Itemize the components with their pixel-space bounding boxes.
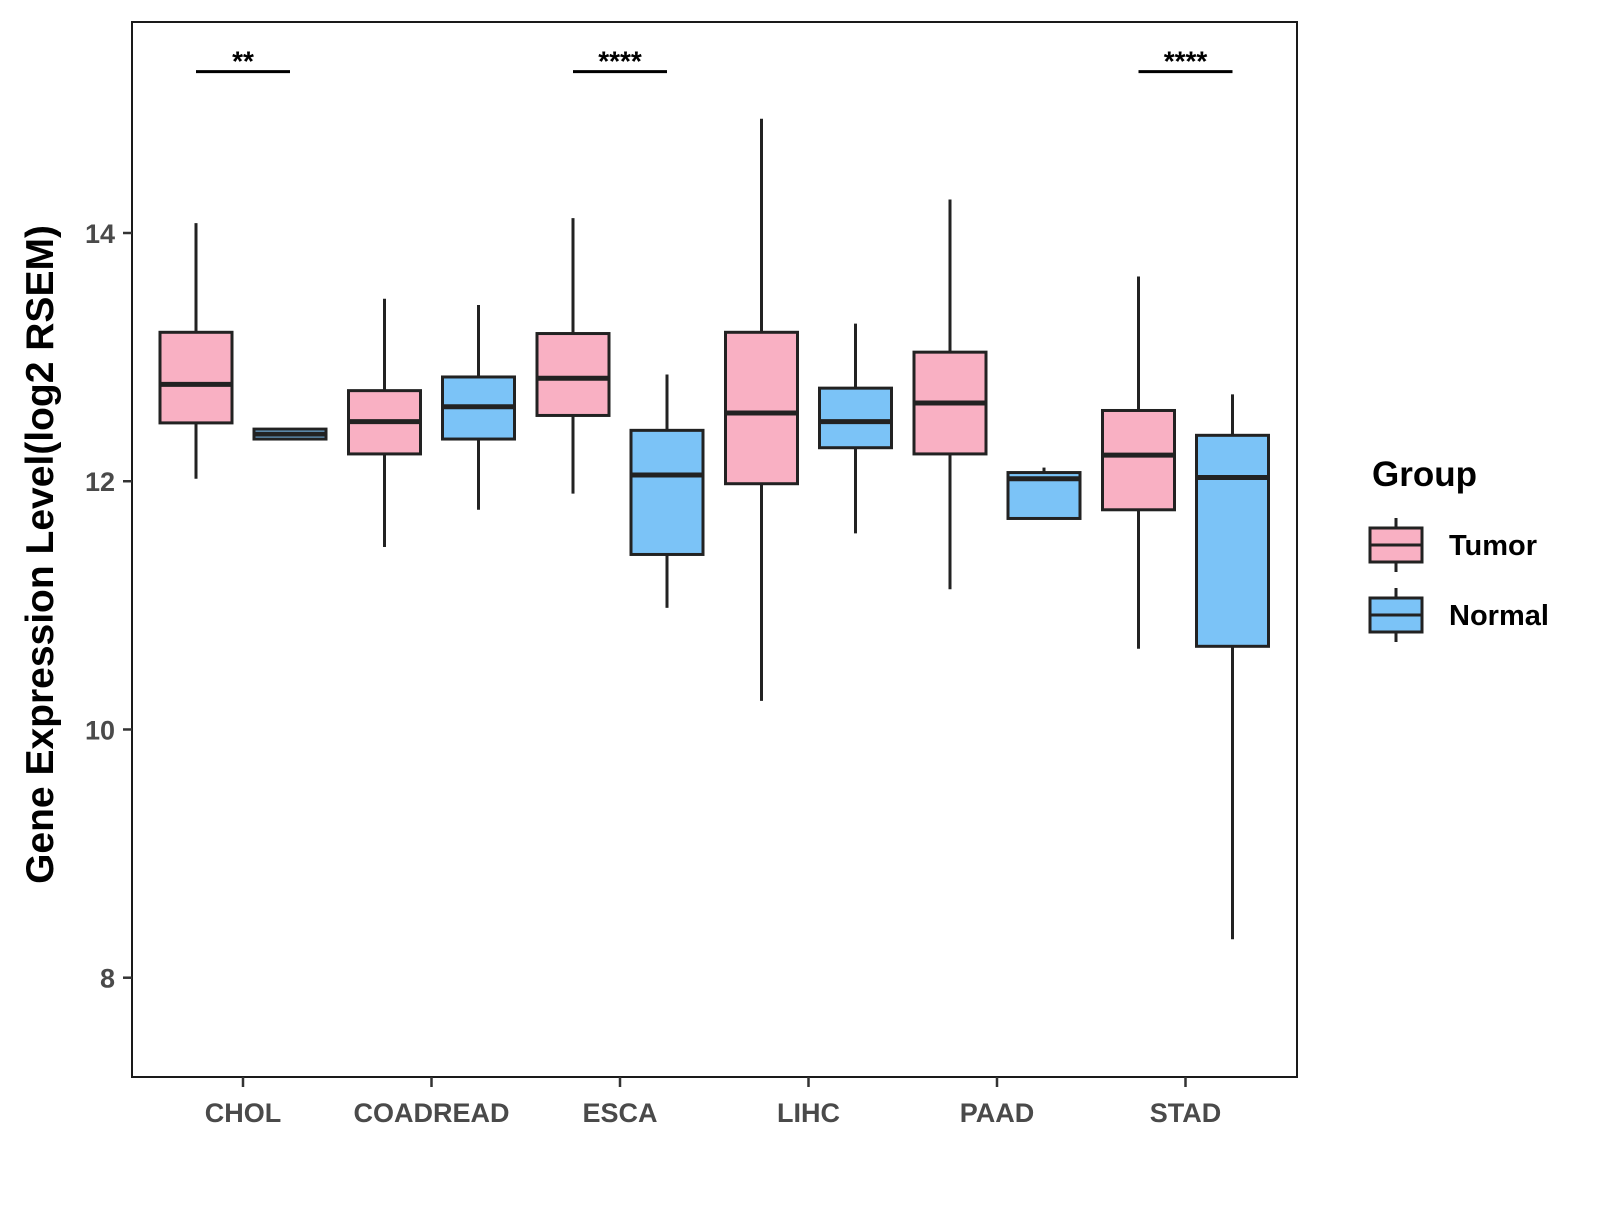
x-tick-label: PAAD xyxy=(960,1098,1035,1128)
x-tick-label: COADREAD xyxy=(353,1098,509,1128)
box-normal-paad xyxy=(1006,467,1082,520)
box-tumor-chol xyxy=(158,223,234,479)
box-normal-lihc xyxy=(818,323,893,534)
box-body xyxy=(1195,433,1270,648)
y-tick-label: 8 xyxy=(100,964,115,994)
x-tick-label: LIHC xyxy=(777,1098,840,1128)
box-body xyxy=(535,332,611,417)
box-body xyxy=(158,330,234,425)
significance-label: **** xyxy=(598,46,642,77)
box-normal-chol xyxy=(252,427,328,441)
box-body xyxy=(818,386,893,450)
legend-item-normal: Normal xyxy=(1368,588,1549,642)
box-body xyxy=(1101,408,1176,512)
significance-label: **** xyxy=(1164,46,1208,77)
y-axis-title: Gene Expression Level(log2 RSEM) xyxy=(19,225,62,884)
x-tick-label: CHOL xyxy=(205,1098,282,1128)
y-tick-label: 10 xyxy=(85,715,115,745)
box-tumor-stad xyxy=(1101,276,1176,649)
legend-title: Group xyxy=(1372,455,1477,494)
legend-label: Normal xyxy=(1449,600,1549,632)
box-body xyxy=(724,330,799,486)
significance-label: ** xyxy=(232,46,254,77)
y-tick-label: 12 xyxy=(85,467,115,497)
y-tick-label: 14 xyxy=(85,219,115,249)
box-tumor-paad xyxy=(912,199,988,590)
box-normal-coadread xyxy=(441,304,516,510)
legend-item-tumor: Tumor xyxy=(1368,518,1537,572)
box-normal-esca xyxy=(629,374,705,608)
plot-panel-border xyxy=(131,21,1298,1078)
box-tumor-esca xyxy=(535,218,611,494)
box-body xyxy=(629,428,705,556)
box-tumor-coadread xyxy=(347,298,422,548)
x-tick-label: ESCA xyxy=(582,1098,657,1128)
legend-label: Tumor xyxy=(1449,530,1537,562)
box-tumor-lihc xyxy=(724,118,799,701)
box-normal-stad xyxy=(1195,394,1270,940)
x-tick-label: STAD xyxy=(1150,1098,1222,1128)
